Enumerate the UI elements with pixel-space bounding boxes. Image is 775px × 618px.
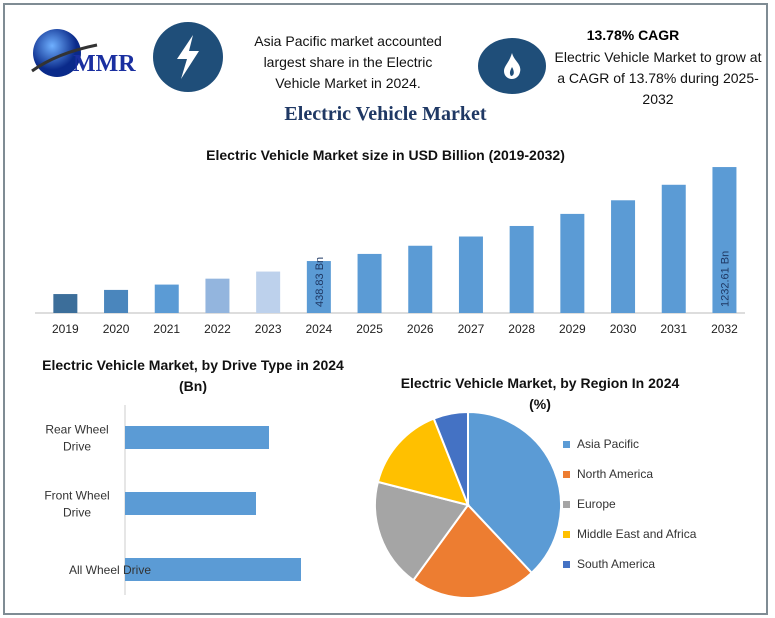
x-tick-label: 2026 — [407, 322, 434, 336]
bar-2026 — [408, 245, 433, 313]
pie-slice-asia-pacific — [467, 410, 562, 575]
legend-item: South America — [563, 549, 696, 579]
region-pie-chart — [374, 410, 562, 599]
legend-label: North America — [577, 467, 654, 481]
bar-2020 — [104, 289, 129, 313]
cagr-title: 13.78% CAGR — [586, 27, 680, 43]
x-tick-label: 2022 — [204, 322, 231, 336]
legend-item: Middle East and Africa — [563, 519, 696, 549]
bar-2024 — [306, 261, 331, 313]
bar-Rear Wheel Drive — [125, 426, 269, 449]
legend-item: North America — [563, 459, 696, 489]
x-tick-label: 2024 — [305, 322, 332, 336]
y-tick-label: Drive — [63, 440, 91, 454]
x-tick-label: 2025 — [356, 322, 383, 336]
bar-2019 — [53, 294, 78, 313]
legend-label: Middle East and Africa — [577, 527, 697, 541]
pie-slice-middle-east-and-africa — [376, 417, 470, 507]
flame-icon — [478, 38, 546, 94]
bar-All Wheel Drive — [125, 558, 301, 581]
legend-item: Europe — [563, 489, 696, 519]
drive-type-bar-chart: Rear Wheel Drive Front Wheel Drive All Wheel… — [44, 405, 301, 595]
market-size-bar-chart: 2019 2020 2021 2022 2023 2024 438.83 Bn 2025 202… — [35, 167, 745, 336]
cagr-text: Electric Vehicle Market to grow at a CAG… — [554, 49, 762, 107]
x-tick-label: 2030 — [610, 322, 637, 336]
pie-chart-title: Electric Vehicle Market, by Region In 20… — [400, 375, 680, 412]
x-tick-label: 2023 — [255, 322, 282, 336]
x-tick-label: 2019 — [52, 322, 79, 336]
legend-swatch — [563, 440, 570, 448]
legend-swatch — [563, 500, 570, 508]
main-title: Electric Vehicle Market — [284, 103, 487, 125]
legend-swatch — [563, 470, 570, 478]
legend-item: Asia Pacific — [563, 429, 696, 459]
drive-chart-title: Electric Vehicle Market, by Drive Type i… — [42, 357, 344, 394]
bar-2027 — [458, 236, 483, 313]
x-tick-label: 2020 — [103, 322, 130, 336]
bar-2022 — [205, 278, 230, 313]
y-tick-label: Front Wheel — [44, 489, 109, 503]
x-tick-label: 2028 — [508, 322, 535, 336]
y-tick-label: Drive — [63, 506, 91, 520]
pie-legend: Asia Pacific North America Europe Middle Ea… — [563, 429, 696, 579]
y-tick-label: All Wheel Drive — [69, 563, 151, 577]
bar-2021 — [154, 284, 179, 313]
legend-swatch — [563, 530, 570, 538]
bar-2023 — [256, 271, 281, 313]
bar-2031 — [661, 184, 686, 313]
legend-swatch — [563, 560, 570, 568]
bar-2028 — [509, 225, 534, 313]
x-tick-label: 2031 — [660, 322, 687, 336]
legend-label: Asia Pacific — [577, 437, 640, 451]
x-tick-label: 2021 — [153, 322, 180, 336]
data-label: 438.83 Bn — [314, 257, 326, 307]
bar-Front Wheel Drive — [125, 492, 256, 515]
y-tick-label: Rear Wheel — [45, 423, 108, 437]
x-tick-label: 2027 — [458, 322, 485, 336]
pie-slice-south-america — [432, 410, 469, 506]
data-label: 1232.61 Bn — [719, 251, 731, 307]
x-tick-label: 2029 — [559, 322, 586, 336]
legend-label: South America — [577, 557, 656, 571]
bar-2025 — [357, 253, 382, 313]
pie-slice-europe — [374, 480, 470, 582]
bar-chart-title: Electric Vehicle Market size in USD Bill… — [206, 147, 565, 163]
logo-text: MMR — [73, 51, 136, 77]
logo: MMR — [27, 23, 147, 83]
legend-label: Europe — [577, 497, 616, 511]
highlight-text: Asia Pacific market accounted largest sh… — [254, 33, 442, 91]
x-tick-label: 2032 — [711, 322, 738, 336]
lightning-bolt-icon — [153, 22, 223, 92]
pie-slice-north-america — [411, 503, 534, 599]
bar-2030 — [611, 200, 636, 313]
bar-2029 — [560, 213, 585, 313]
infographic: MMR Asia Pacific market accounted larges… — [3, 3, 768, 615]
bar-2032 — [712, 167, 737, 313]
